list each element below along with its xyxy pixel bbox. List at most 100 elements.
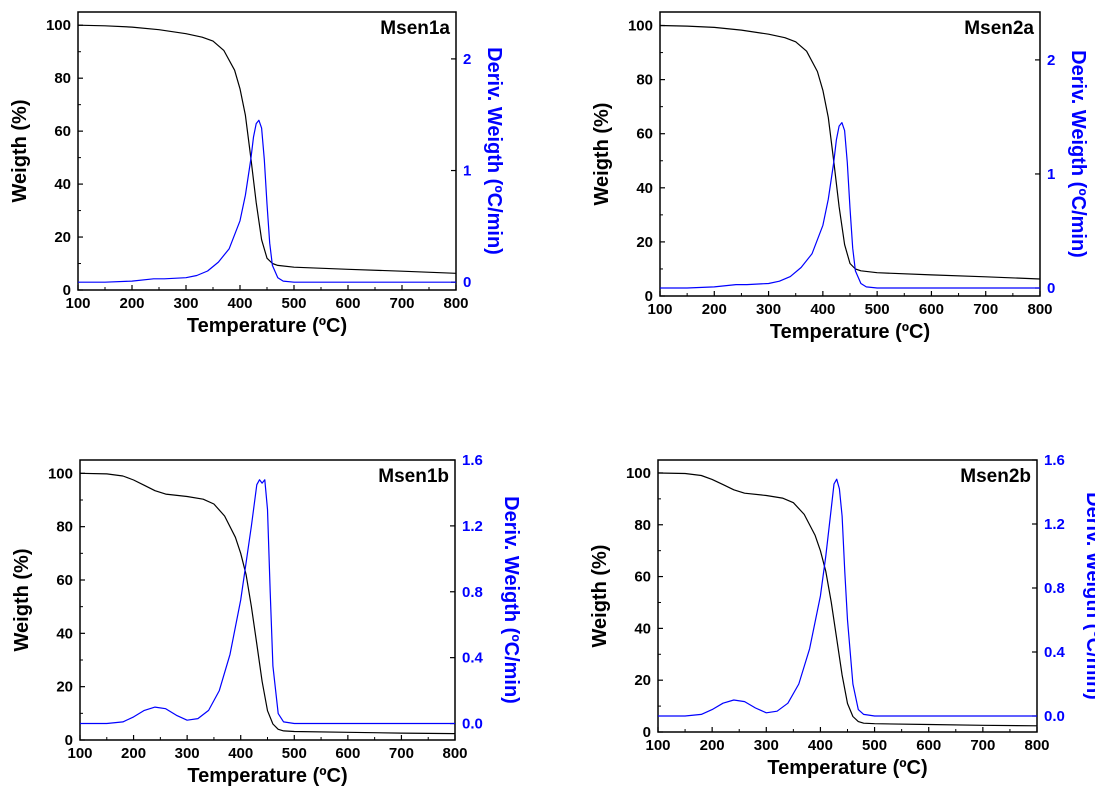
y-tick-label: 0: [643, 724, 651, 741]
chart-panel-2: 100 200 300 400 500 600 700 800 0 20 40 60 80 100 0 1 2 M…: [550, 0, 1095, 400]
deriv-weight-line: [658, 478, 1037, 717]
chart-svg-1: 100 200 300 400 500 600 700 800020406080100012M…: [9, 11, 505, 337]
y-tick-label: 60: [54, 123, 71, 140]
x-tick-label: 600: [335, 745, 360, 762]
y-tick-label: 20: [634, 672, 651, 689]
x-axis-label: Temperature (ºC): [770, 321, 930, 343]
y-tick-label: 100: [46, 17, 71, 34]
chart-svg-2: 100 200 300 400 500 600 700 800020406080100012M…: [591, 11, 1089, 343]
y-tick-label: 20: [56, 679, 73, 696]
x-tick-label: 400: [808, 737, 833, 754]
y-axis-label: Weigth (%): [589, 545, 611, 648]
y2-axis-label: Deriv. Weigth (ºC/min): [1067, 50, 1089, 258]
y2-tick-label: 1: [1047, 166, 1055, 183]
y-tick-label: 80: [636, 72, 653, 89]
chart-panel-3: 100 200 300 400 500 600 700 800 0 20 40 60 80 100 0.0 0…: [0, 400, 545, 800]
y2-tick-label: 0.4: [1044, 644, 1066, 661]
y2-axis-label: Deriv. Weigth (ºC/min): [500, 496, 522, 704]
y-tick-label: 60: [634, 569, 651, 586]
weight-line: [657, 472, 1038, 727]
panel-title: Msen1a: [380, 18, 450, 39]
x-tick-label: 100: [647, 301, 672, 318]
y-axis-label: Weigth (%): [9, 100, 31, 203]
panel-title: Msen2a: [964, 18, 1034, 39]
y-tick-label: 0: [65, 732, 73, 749]
x-tick-label: 600: [916, 737, 941, 754]
x-tick-label: 200: [121, 745, 146, 762]
x-tick-label: 100: [67, 745, 92, 762]
y-tick-label: 0: [645, 288, 653, 305]
y-tick-label: 40: [636, 180, 653, 197]
x-tick-label: 500: [282, 745, 307, 762]
y-tick-label: 60: [56, 572, 73, 589]
y2-tick-label: 1: [463, 163, 471, 180]
y-tick-label: 80: [56, 519, 73, 536]
chart-panel-4: 100 200 300 400 500 600 700 800 0 20 40 60 80 100 0.0 0…: [550, 400, 1097, 800]
x-tick-label: 300: [175, 745, 200, 762]
y2-tick-label: 0.0: [1044, 708, 1065, 725]
x-tick-label: 700: [389, 295, 414, 312]
x-tick-label: 100: [645, 737, 670, 754]
y-tick-label: 20: [54, 229, 71, 246]
y2-tick-label: 0.0: [462, 716, 483, 733]
x-tick-label: 800: [1027, 301, 1052, 318]
chart-svg-3: 100 200 300 400 500 600 700 800 0 20 40 60 80 100 0.0 0…: [11, 452, 522, 787]
y2-tick-label: 0.8: [1044, 580, 1065, 597]
y2-tick-label: 0: [1047, 280, 1055, 297]
y-tick-label: 100: [628, 18, 653, 35]
y-tick-label: 20: [636, 234, 653, 251]
x-axis-label: Temperature (ºC): [187, 765, 347, 787]
x-tick-label: 400: [227, 295, 252, 312]
weight-line: [77, 24, 457, 274]
x-tick-label: 600: [335, 295, 360, 312]
y2-tick-label: 1.2: [1044, 516, 1065, 533]
x-tick-label: 600: [919, 301, 944, 318]
y-tick-label: 40: [54, 176, 71, 193]
x-tick-label: 300: [754, 737, 779, 754]
y2-tick-label: 2: [1047, 52, 1055, 69]
y-tick-label: 40: [56, 625, 73, 642]
x-tick-label: 200: [702, 301, 727, 318]
plot-frame: [77, 11, 457, 291]
x-tick-label: 200: [700, 737, 725, 754]
y-tick-label: 40: [634, 620, 651, 637]
y2-tick-label: 1.2: [462, 518, 483, 535]
y2-tick-label: 2: [463, 51, 471, 68]
y2-tick-label: 1.6: [1044, 452, 1065, 469]
x-tick-label: 500: [281, 295, 306, 312]
x-tick-label: 300: [756, 301, 781, 318]
y2-axis-label: Deriv. Weigth (ºC/min): [483, 47, 505, 255]
x-tick-label: 800: [443, 295, 468, 312]
y-axis-label: Weigth (%): [591, 103, 613, 206]
y2-tick-label: 0.8: [462, 584, 483, 601]
x-tick-label: 400: [810, 301, 835, 318]
x-axis-label: Temperature (ºC): [767, 757, 927, 779]
y-tick-label: 100: [626, 465, 651, 482]
panel-title: Msen2b: [960, 466, 1031, 487]
y-tick-label: 60: [636, 126, 653, 143]
x-tick-label: 500: [865, 301, 890, 318]
x-tick-label: 800: [1024, 737, 1049, 754]
x-tick-label: 200: [119, 295, 144, 312]
chart-panel-1: 100 200 300 400 500 600 700 800 0 20 40 60 80 100 0 1 2 M…: [0, 0, 545, 400]
x-tick-label: 100: [65, 295, 90, 312]
y2-tick-label: 0: [463, 274, 471, 291]
x-tick-label: 300: [173, 295, 198, 312]
plot-frame: [659, 11, 1041, 297]
y2-tick-label: 1.6: [462, 452, 483, 469]
y-axis-label: Weigth (%): [11, 549, 33, 652]
x-tick-label: 400: [228, 745, 253, 762]
x-tick-label: 500: [862, 737, 887, 754]
y2-axis-label: Deriv. Weigth (ºC/min): [1082, 492, 1095, 700]
plot-frame: [657, 459, 1038, 733]
weight-line: [659, 24, 1041, 280]
x-tick-label: 800: [442, 745, 467, 762]
y-tick-label: 80: [54, 70, 71, 87]
deriv-weight-line: [80, 479, 455, 725]
y2-tick-label: 0.4: [462, 650, 484, 667]
x-tick-label: 700: [970, 737, 995, 754]
deriv-weight-line: [660, 121, 1040, 289]
y-tick-label: 80: [634, 517, 651, 534]
weight-line: [79, 472, 456, 735]
x-tick-label: 700: [389, 745, 414, 762]
